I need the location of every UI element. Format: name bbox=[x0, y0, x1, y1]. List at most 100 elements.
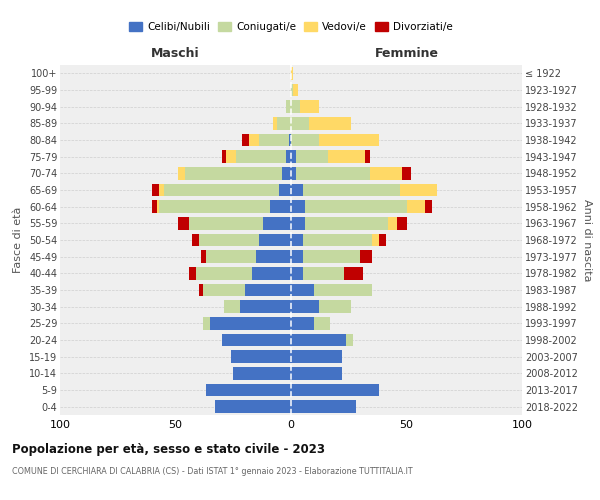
Bar bbox=[291, 267, 302, 280]
Text: Popolazione per età, sesso e stato civile - 2023: Popolazione per età, sesso e stato civil… bbox=[12, 442, 325, 456]
Bar bbox=[365, 150, 370, 163]
Bar bbox=[190, 217, 263, 230]
Bar bbox=[291, 67, 293, 80]
Text: COMUNE DI CERCHIARA DI CALABRIA (CS) - Dati ISTAT 1° gennaio 2023 - Elaborazione: COMUNE DI CERCHIARA DI CALABRIA (CS) - D… bbox=[12, 468, 413, 476]
Bar bbox=[302, 267, 344, 280]
Bar bbox=[291, 350, 342, 363]
Bar bbox=[164, 184, 280, 196]
Bar bbox=[293, 84, 298, 96]
Bar bbox=[314, 284, 372, 296]
Bar bbox=[291, 284, 314, 296]
Bar bbox=[245, 284, 291, 296]
Bar bbox=[291, 84, 293, 96]
Bar bbox=[210, 317, 291, 330]
Bar bbox=[282, 167, 291, 179]
Bar bbox=[203, 317, 210, 330]
Bar bbox=[203, 284, 245, 296]
Bar bbox=[157, 200, 160, 213]
Bar bbox=[400, 184, 437, 196]
Bar bbox=[224, 300, 240, 313]
Bar bbox=[291, 384, 379, 396]
Bar bbox=[236, 150, 286, 163]
Bar bbox=[346, 334, 353, 346]
Bar bbox=[270, 200, 291, 213]
Bar bbox=[291, 217, 305, 230]
Bar bbox=[291, 117, 310, 130]
Bar bbox=[222, 334, 291, 346]
Bar bbox=[302, 250, 360, 263]
Bar bbox=[291, 334, 346, 346]
Bar bbox=[259, 134, 289, 146]
Bar bbox=[242, 134, 250, 146]
Bar bbox=[305, 200, 407, 213]
Bar bbox=[190, 267, 196, 280]
Bar bbox=[296, 150, 328, 163]
Y-axis label: Anni di nascita: Anni di nascita bbox=[581, 198, 592, 281]
Bar bbox=[407, 200, 425, 213]
Bar bbox=[319, 300, 351, 313]
Text: Maschi: Maschi bbox=[151, 47, 200, 60]
Legend: Celibi/Nubili, Coniugati/e, Vedovi/e, Divorziati/e: Celibi/Nubili, Coniugati/e, Vedovi/e, Di… bbox=[125, 18, 457, 36]
Bar bbox=[291, 167, 296, 179]
Bar bbox=[291, 300, 319, 313]
Bar bbox=[233, 367, 291, 380]
Bar bbox=[291, 150, 296, 163]
Bar bbox=[296, 167, 370, 179]
Bar bbox=[425, 200, 432, 213]
Bar bbox=[259, 234, 291, 246]
Bar bbox=[152, 184, 160, 196]
Bar bbox=[277, 117, 291, 130]
Bar bbox=[196, 267, 252, 280]
Bar bbox=[231, 350, 291, 363]
Bar bbox=[160, 184, 164, 196]
Bar bbox=[328, 150, 365, 163]
Bar bbox=[240, 300, 291, 313]
Bar bbox=[178, 167, 185, 179]
Bar bbox=[300, 100, 319, 113]
Text: Femmine: Femmine bbox=[374, 47, 439, 60]
Bar bbox=[344, 267, 362, 280]
Bar bbox=[206, 250, 256, 263]
Bar bbox=[272, 117, 277, 130]
Bar bbox=[388, 217, 397, 230]
Bar bbox=[199, 234, 259, 246]
Bar bbox=[286, 150, 291, 163]
Bar bbox=[250, 134, 259, 146]
Bar bbox=[302, 234, 372, 246]
Bar bbox=[185, 167, 282, 179]
Bar bbox=[280, 184, 291, 196]
Bar bbox=[160, 200, 270, 213]
Bar bbox=[291, 317, 314, 330]
Bar bbox=[291, 184, 302, 196]
Bar bbox=[263, 217, 291, 230]
Bar bbox=[206, 384, 291, 396]
Bar bbox=[379, 234, 386, 246]
Bar bbox=[178, 217, 190, 230]
Bar bbox=[199, 284, 203, 296]
Bar bbox=[314, 317, 330, 330]
Bar bbox=[286, 100, 291, 113]
Bar bbox=[291, 234, 302, 246]
Bar bbox=[302, 184, 400, 196]
Bar bbox=[291, 100, 300, 113]
Bar bbox=[370, 167, 402, 179]
Bar bbox=[222, 150, 226, 163]
Bar bbox=[397, 217, 407, 230]
Bar bbox=[191, 234, 199, 246]
Bar bbox=[215, 400, 291, 413]
Bar bbox=[291, 200, 305, 213]
Bar bbox=[252, 267, 291, 280]
Bar bbox=[319, 134, 379, 146]
Bar bbox=[152, 200, 157, 213]
Bar bbox=[289, 134, 291, 146]
Bar bbox=[402, 167, 411, 179]
Bar bbox=[310, 117, 351, 130]
Bar bbox=[372, 234, 379, 246]
Bar bbox=[291, 400, 356, 413]
Bar bbox=[291, 250, 302, 263]
Bar bbox=[226, 150, 236, 163]
Bar bbox=[291, 134, 319, 146]
Y-axis label: Fasce di età: Fasce di età bbox=[13, 207, 23, 273]
Bar bbox=[201, 250, 206, 263]
Bar bbox=[256, 250, 291, 263]
